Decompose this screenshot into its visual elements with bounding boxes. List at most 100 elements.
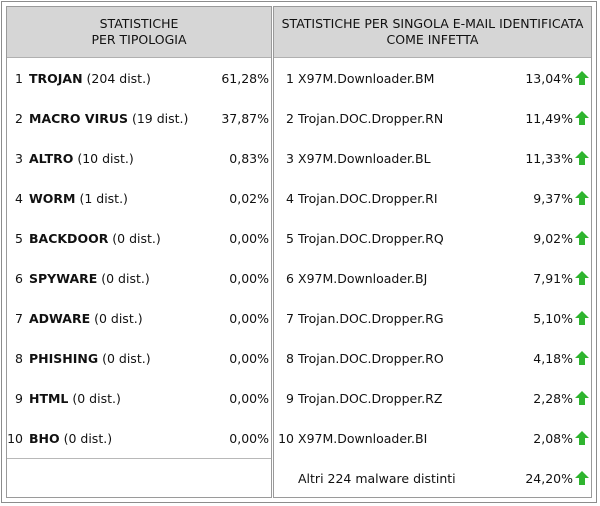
type-row-count: (0 dist.) [98, 350, 151, 366]
type-row-count: (0 dist.) [108, 230, 161, 246]
type-row-name: ADWARE [29, 310, 91, 326]
malware-row: 8 Trojan.DOC.Dropper.RO 4,18% [274, 338, 591, 378]
up-arrow-icon [575, 311, 589, 325]
type-statistics-title-line2: PER TIPOLOGIA [91, 32, 187, 47]
type-row-percentage: 0,02% [229, 190, 269, 206]
type-row-count: (19 dist.) [128, 110, 189, 126]
malware-row-name: Trojan.DOC.Dropper.RN [298, 110, 444, 126]
malware-row: 1 X97M.Downloader.BM 13,04% [274, 58, 591, 98]
type-row-count: (204 dist.) [82, 70, 151, 86]
type-row-rank: 10 [7, 430, 23, 446]
type-row-name: HTML [29, 390, 69, 406]
malware-row-rank: 8 [286, 350, 294, 366]
malware-row: 6 X97M.Downloader.BJ 7,91% [274, 258, 591, 298]
type-row-label: WORM (1 dist.) [29, 191, 199, 206]
malware-row-percentage: 9,37% [533, 190, 573, 206]
type-row: 5 BACKDOOR (0 dist.) 0,00% [7, 218, 271, 258]
malware-row: 4 Trojan.DOC.Dropper.RI 9,37% [274, 178, 591, 218]
type-row-label: HTML (0 dist.) [29, 391, 199, 406]
email-statistics-title-line1: STATISTICHE PER SINGOLA E-MAIL IDENTIFIC… [281, 16, 584, 31]
type-row-percentage: 0,00% [229, 350, 269, 366]
malware-row-name: X97M.Downloader.BJ [298, 270, 428, 286]
type-row-label: ADWARE (0 dist.) [29, 311, 199, 326]
type-row-percentage: 0,00% [229, 430, 269, 446]
malware-row-rank: 9 [286, 390, 294, 406]
other-malware-percentage: 24,20% [525, 470, 573, 486]
type-row-label: ALTRO (10 dist.) [29, 151, 199, 166]
malware-row-name: Trojan.DOC.Dropper.RZ [298, 390, 443, 406]
type-row: 10 BHO (0 dist.) 0,00% [7, 418, 271, 459]
up-arrow-icon [575, 271, 589, 285]
type-statistics-list: 1 TROJAN (204 dist.) 61,28% 2 MACRO VIRUS (1… [7, 58, 271, 459]
malware-row-percentage: 4,18% [533, 350, 573, 366]
up-arrow-icon [575, 71, 589, 85]
type-row: 8 PHISHING (0 dist.) 0,00% [7, 338, 271, 378]
other-malware-label: Altri 224 malware distinti [298, 470, 456, 486]
type-row-rank: 4 [15, 190, 23, 206]
type-row-percentage: 0,00% [229, 270, 269, 286]
malware-row-rank: 5 [286, 230, 294, 246]
type-row-percentage: 37,87% [221, 110, 269, 126]
malware-row-name: Trojan.DOC.Dropper.RG [298, 310, 444, 326]
malware-row-percentage: 2,28% [533, 390, 573, 406]
type-row-name: WORM [29, 190, 76, 206]
type-statistics-panel: STATISTICHE PER TIPOLOGIA 1 TROJAN (204 d… [6, 6, 272, 498]
type-row-name: ALTRO [29, 150, 74, 166]
malware-row: 5 Trojan.DOC.Dropper.RQ 9,02% [274, 218, 591, 258]
email-statistics-header: STATISTICHE PER SINGOLA E-MAIL IDENTIFIC… [274, 7, 591, 58]
malware-row-rank: 1 [286, 70, 294, 86]
email-statistics-panel: STATISTICHE PER SINGOLA E-MAIL IDENTIFIC… [273, 6, 592, 498]
up-arrow-icon [575, 231, 589, 245]
type-row-rank: 8 [15, 350, 23, 366]
type-row-percentage: 0,00% [229, 230, 269, 246]
type-row-percentage: 0,00% [229, 310, 269, 326]
up-arrow-icon [575, 111, 589, 125]
malware-row: 2 Trojan.DOC.Dropper.RN 11,49% [274, 98, 591, 138]
type-row-rank: 7 [15, 310, 23, 326]
malware-row-percentage: 5,10% [533, 310, 573, 326]
type-row: 1 TROJAN (204 dist.) 61,28% [7, 58, 271, 98]
type-row-count: (0 dist.) [90, 310, 143, 326]
type-statistics-header: STATISTICHE PER TIPOLOGIA [7, 7, 271, 58]
type-row-name: MACRO VIRUS [29, 110, 128, 126]
malware-row-name: Trojan.DOC.Dropper.RQ [298, 230, 444, 246]
type-row-name: PHISHING [29, 350, 99, 366]
malware-row-percentage: 11,49% [525, 110, 573, 126]
malware-row-rank: 10 [278, 430, 294, 446]
type-row-rank: 6 [15, 270, 23, 286]
type-row-count: (0 dist.) [97, 270, 150, 286]
type-row-label: SPYWARE (0 dist.) [29, 271, 199, 286]
type-row-percentage: 0,83% [229, 150, 269, 166]
type-row: 7 ADWARE (0 dist.) 0,00% [7, 298, 271, 338]
other-malware-row: Altri 224 malware distinti 24,20% [274, 458, 591, 498]
malware-row-percentage: 9,02% [533, 230, 573, 246]
type-row-count: (0 dist.) [59, 430, 113, 446]
email-statistics-title-line2: COME INFETTA [386, 32, 479, 47]
type-row-label: BACKDOOR (0 dist.) [29, 231, 199, 246]
type-row-rank: 2 [15, 110, 23, 126]
malware-row: 7 Trojan.DOC.Dropper.RG 5,10% [274, 298, 591, 338]
malware-row: 10 X97M.Downloader.BI 2,08% [274, 418, 591, 458]
up-arrow-icon [575, 471, 589, 485]
type-row-count: (10 dist.) [73, 150, 134, 166]
malware-row-rank: 7 [286, 310, 294, 326]
type-row: 6 SPYWARE (0 dist.) 0,00% [7, 258, 271, 298]
type-row: 9 HTML (0 dist.) 0,00% [7, 378, 271, 418]
malware-row-name: X97M.Downloader.BM [298, 70, 435, 86]
malware-row-rank: 3 [286, 150, 294, 166]
type-row-percentage: 0,00% [229, 390, 269, 406]
up-arrow-icon [575, 391, 589, 405]
type-row-label: BHO (0 dist.) [29, 431, 199, 446]
malware-row-rank: 4 [286, 190, 294, 206]
malware-row-percentage: 7,91% [533, 270, 573, 286]
malware-row-name: Trojan.DOC.Dropper.RI [298, 190, 438, 206]
malware-row-percentage: 2,08% [533, 430, 573, 446]
type-row-label: TROJAN (204 dist.) [29, 71, 199, 86]
type-row-name: BHO [29, 430, 60, 446]
type-row-rank: 5 [15, 230, 23, 246]
type-row-rank: 9 [15, 390, 23, 406]
malware-row-name: X97M.Downloader.BI [298, 430, 428, 446]
type-row-rank: 3 [15, 150, 23, 166]
type-row-name: SPYWARE [29, 270, 98, 286]
